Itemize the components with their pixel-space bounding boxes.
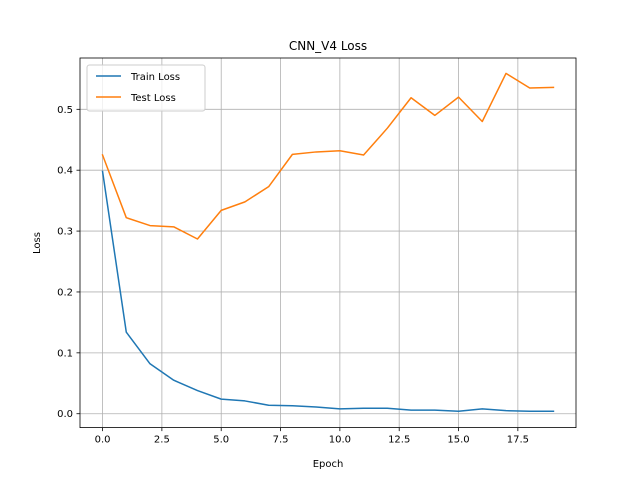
legend-label: Test Loss xyxy=(130,93,176,104)
x-tick-label: 12.5 xyxy=(388,435,410,446)
y-axis-ticks: 0.0 0.1 0.2 0.3 0.4 0.5 xyxy=(57,105,80,420)
y-tick-label: 0.3 xyxy=(57,227,73,238)
legend-label: Train Loss xyxy=(130,72,180,83)
y-axis-label: Loss xyxy=(32,232,43,254)
y-tick-label: 0.4 xyxy=(57,166,73,177)
x-tick-label: 10.0 xyxy=(329,435,351,446)
legend: Train Loss Test Loss xyxy=(86,64,206,112)
y-tick-label: 0.5 xyxy=(57,105,73,116)
x-tick-label: 0.0 xyxy=(95,435,111,446)
series-line-train-loss xyxy=(101,170,555,413)
x-axis-label: Epoch xyxy=(313,459,344,470)
grid-lines xyxy=(80,58,576,428)
series-layer xyxy=(101,72,555,413)
y-tick-label: 0.2 xyxy=(57,287,73,298)
x-axis-ticks: 0.0 2.5 5.0 7.5 10.0 12.5 15.0 17.5 xyxy=(95,427,529,446)
x-tick-label: 15.0 xyxy=(447,435,469,446)
series-line-test-loss xyxy=(101,72,555,240)
chart-title: CNN_V4 Loss xyxy=(289,39,367,53)
x-tick-label: 7.5 xyxy=(273,435,289,446)
x-tick-label: 5.0 xyxy=(213,435,229,446)
y-tick-label: 0.1 xyxy=(57,348,73,359)
plot-frame xyxy=(79,57,577,429)
y-tick-label: 0.0 xyxy=(57,409,73,420)
x-tick-label: 2.5 xyxy=(154,435,170,446)
x-tick-label: 17.5 xyxy=(507,435,529,446)
